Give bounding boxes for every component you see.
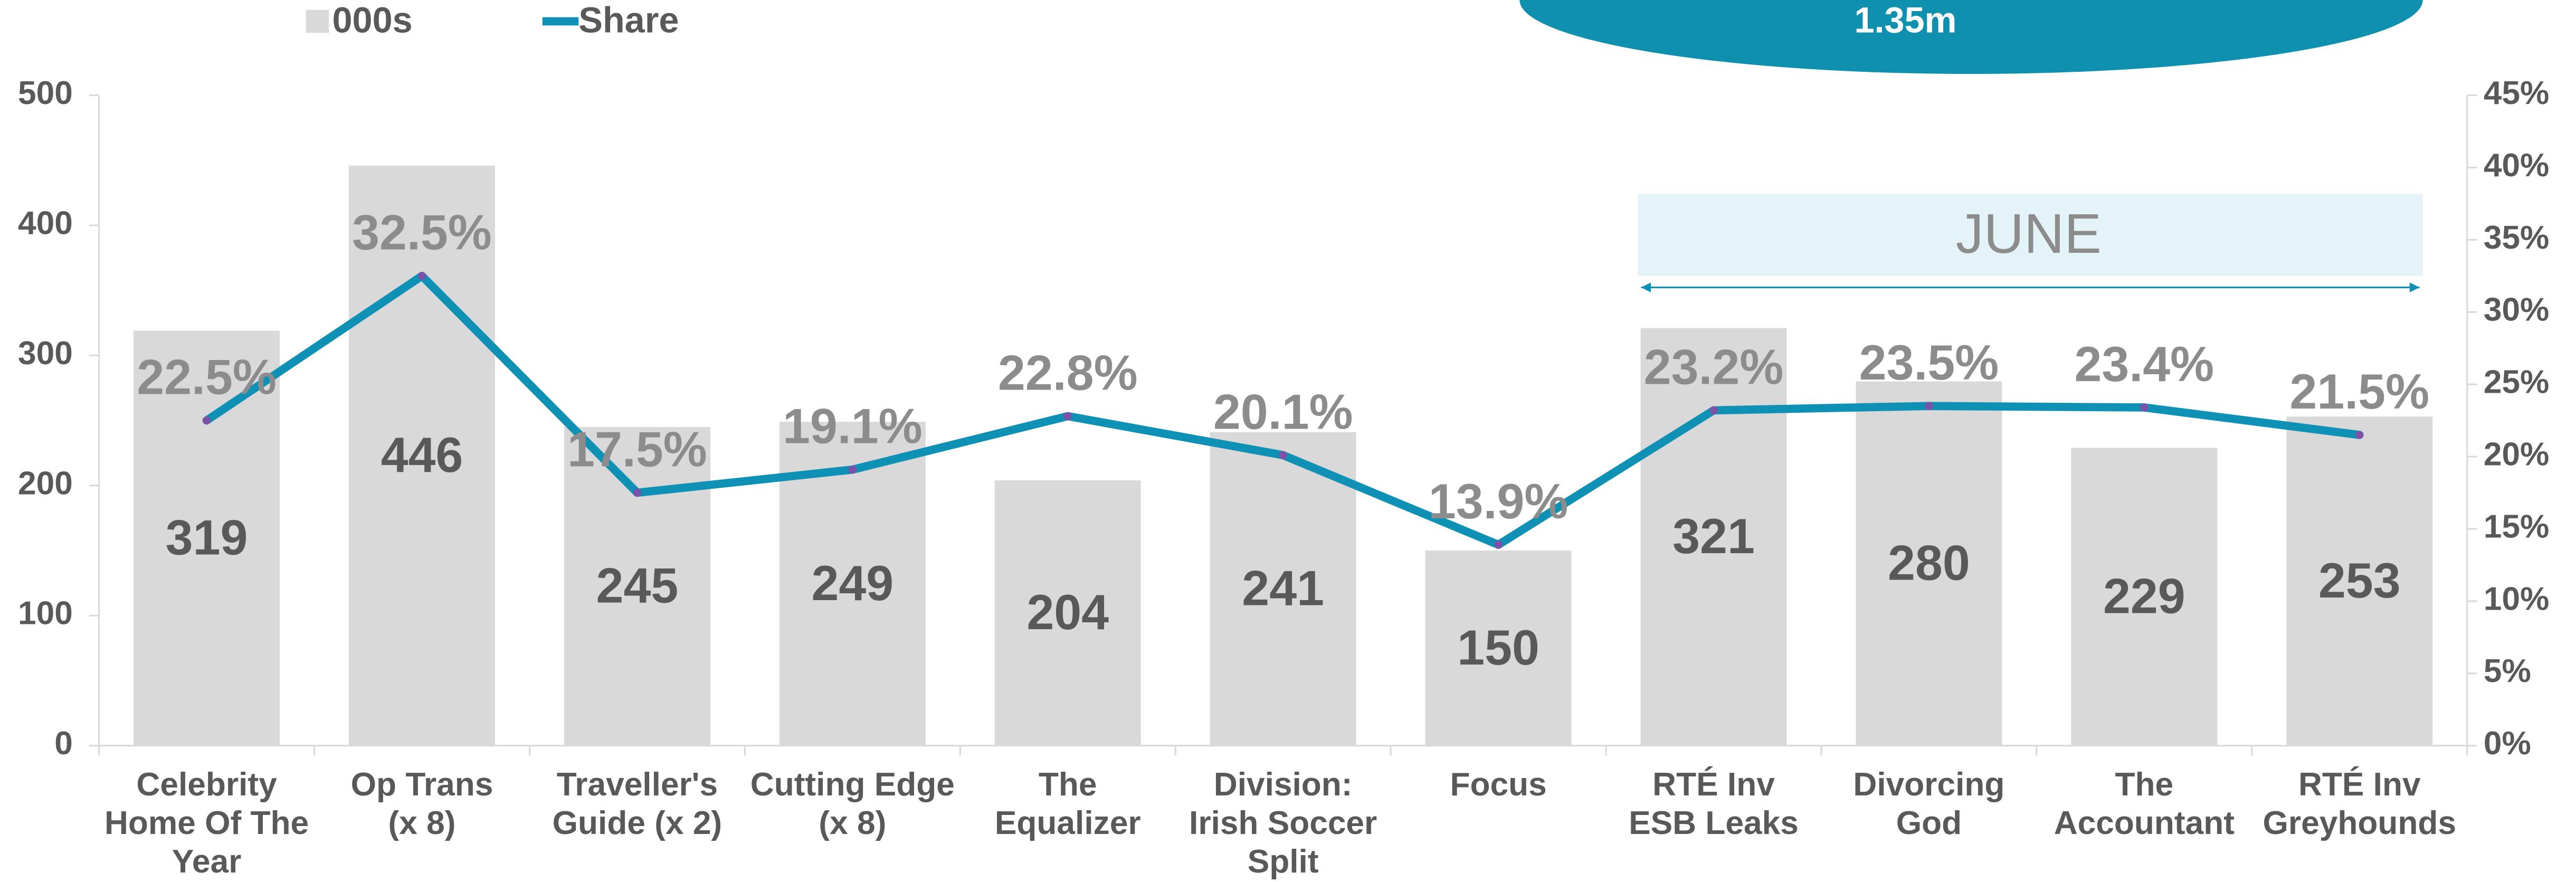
share-point: [202, 416, 211, 425]
x-tick-label: RTÉ Inv: [1652, 766, 1775, 803]
bar-value-label: 150: [1457, 620, 1539, 675]
y-tick-label: 100: [18, 595, 73, 632]
x-tick-label: Cutting Edge: [750, 766, 955, 803]
bar: [349, 165, 495, 746]
share-value-label: 20.1%: [1213, 384, 1353, 439]
share-point: [2140, 403, 2149, 412]
y2-tick-label: 5%: [2484, 653, 2531, 689]
bar: [564, 426, 710, 746]
x-tick-label: God: [1896, 805, 1962, 841]
bar: [2071, 448, 2218, 746]
bar: [1640, 328, 1787, 746]
period-label: JUNE: [1956, 203, 2102, 265]
y2-tick-label: 35%: [2484, 220, 2550, 256]
bar-value-label: 245: [596, 558, 679, 613]
y-tick-label: 500: [18, 75, 73, 111]
bar-value-label: 446: [381, 427, 463, 482]
y-tick-label: 0: [54, 725, 73, 762]
share-value-label: 17.5%: [567, 421, 707, 477]
x-tick-label: RTÉ Inv: [2298, 766, 2421, 803]
share-value-label: 32.5%: [352, 205, 492, 260]
x-tick-label: Split: [1248, 843, 1319, 880]
x-tick-label: Home Of The: [104, 805, 309, 841]
share-point: [1279, 451, 1287, 460]
legend-swatch: [306, 10, 329, 33]
bar: [994, 480, 1141, 746]
share-point: [2355, 431, 2364, 439]
x-tick-label: Accountant: [2054, 805, 2235, 841]
bar: [134, 330, 280, 746]
period-box: [1638, 194, 2423, 276]
x-tick-label: The: [1039, 766, 1097, 803]
x-tick-label: Celebrity: [136, 766, 277, 803]
bar: [2286, 416, 2433, 746]
bar: [1425, 551, 1572, 746]
bar-value-label: 280: [1888, 535, 1970, 591]
share-value-label: 23.4%: [2075, 336, 2214, 392]
legend-label: Share: [578, 0, 679, 41]
bar-value-label: 229: [2103, 568, 2185, 623]
x-tick-label: Equalizer: [995, 805, 1141, 841]
share-value-label: 22.8%: [998, 345, 1138, 400]
bar-value-label: 204: [1026, 584, 1109, 640]
x-tick-label: Focus: [1450, 766, 1546, 803]
x-tick-label: Guide (x 2): [553, 805, 723, 841]
x-tick-label: (x 8): [819, 805, 886, 841]
share-point: [1063, 412, 1072, 421]
y2-tick-label: 25%: [2484, 364, 2550, 401]
y-tick-label: 400: [18, 205, 73, 241]
x-tick-label: Greyhounds: [2263, 805, 2456, 841]
share-point: [1925, 402, 1933, 410]
bar-value-label: 321: [1672, 508, 1755, 564]
total-badge: [1519, 0, 2423, 74]
y2-tick-label: 15%: [2484, 508, 2550, 545]
x-tick-label: Op Trans: [351, 766, 493, 803]
x-tick-label: Division:: [1214, 766, 1353, 803]
legend-label: 000s: [332, 0, 412, 41]
bar-value-label: 319: [166, 510, 248, 565]
y2-tick-label: 10%: [2484, 581, 2550, 617]
bar: [1856, 381, 2002, 746]
bar-value-label: 253: [2318, 553, 2401, 608]
y2-tick-label: 20%: [2484, 436, 2550, 472]
share-value-label: 23.5%: [1859, 335, 1999, 390]
x-tick-label: Irish Soccer: [1189, 805, 1377, 841]
share-point: [848, 465, 857, 474]
bar-value-label: 249: [811, 555, 893, 611]
y2-tick-label: 45%: [2484, 75, 2550, 111]
bar-value-label: 241: [1242, 561, 1324, 616]
share-point: [1494, 540, 1503, 549]
x-tick-label: Divorcing: [1853, 766, 2004, 803]
x-tick-label: ESB Leaks: [1629, 805, 1799, 841]
share-value-label: 19.1%: [783, 399, 923, 454]
y-tick-label: 300: [18, 335, 73, 372]
share-value-label: 21.5%: [2289, 364, 2429, 419]
y2-tick-label: 40%: [2484, 147, 2550, 184]
x-tick-label: The: [2115, 766, 2174, 803]
y2-tick-label: 0%: [2484, 725, 2531, 762]
x-tick-label: Year: [172, 843, 241, 880]
share-point: [633, 488, 642, 497]
share-point: [417, 271, 426, 280]
x-tick-label: (x 8): [388, 805, 456, 841]
share-value-label: 13.9%: [1429, 473, 1569, 529]
share-value-label: 22.5%: [137, 349, 277, 405]
share-point: [1709, 406, 1718, 415]
x-tick-label: Traveller's: [557, 766, 718, 803]
share-value-label: 23.2%: [1644, 339, 1784, 394]
total-label: 1.35m: [1854, 0, 1956, 41]
y2-tick-label: 30%: [2484, 292, 2550, 328]
y-tick-label: 200: [18, 465, 73, 501]
bar: [1210, 432, 1356, 746]
